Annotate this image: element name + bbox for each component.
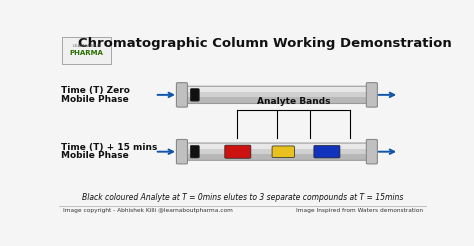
Text: Image copyright - Abhishek Killi @learnaboutpharma.com: Image copyright - Abhishek Killi @learna…	[63, 208, 233, 213]
FancyBboxPatch shape	[176, 83, 187, 107]
FancyBboxPatch shape	[186, 97, 368, 103]
Text: Mobile Phase: Mobile Phase	[61, 151, 129, 160]
FancyBboxPatch shape	[366, 139, 377, 164]
FancyBboxPatch shape	[186, 87, 368, 92]
Text: Image Inspired from Waters demonstration: Image Inspired from Waters demonstration	[296, 208, 423, 213]
Text: Analyte Bands: Analyte Bands	[256, 97, 330, 106]
Text: Chromatographic Column Working Demonstration: Chromatographic Column Working Demonstra…	[78, 37, 452, 50]
FancyBboxPatch shape	[314, 145, 340, 158]
Text: Black coloured Analyte at T = 0mins elutes to 3 separate compounds at T = 15mins: Black coloured Analyte at T = 0mins elut…	[82, 193, 404, 202]
FancyBboxPatch shape	[186, 149, 368, 154]
FancyBboxPatch shape	[186, 144, 368, 149]
Text: PHARMA: PHARMA	[70, 50, 104, 56]
Text: Time (T) + 15 mins: Time (T) + 15 mins	[61, 143, 157, 152]
Text: Time (T) Zero: Time (T) Zero	[61, 86, 130, 95]
Text: LEARN ABOUT: LEARN ABOUT	[73, 44, 100, 48]
Text: Mobile Phase: Mobile Phase	[61, 94, 129, 104]
FancyBboxPatch shape	[186, 92, 368, 97]
FancyBboxPatch shape	[225, 145, 251, 158]
FancyBboxPatch shape	[366, 83, 377, 107]
FancyBboxPatch shape	[186, 154, 368, 160]
FancyBboxPatch shape	[62, 37, 111, 64]
FancyBboxPatch shape	[272, 146, 294, 157]
FancyBboxPatch shape	[176, 139, 187, 164]
FancyBboxPatch shape	[191, 145, 199, 158]
FancyBboxPatch shape	[191, 89, 199, 101]
